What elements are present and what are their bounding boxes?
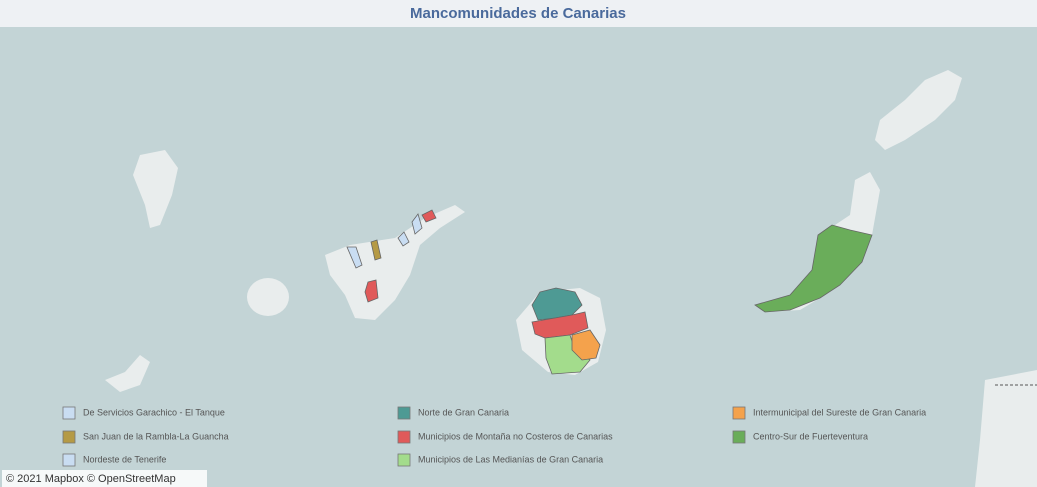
attribution-bg xyxy=(2,470,207,487)
region xyxy=(364,279,379,303)
tenerife xyxy=(325,205,465,320)
legend-swatch xyxy=(732,406,746,420)
region xyxy=(571,329,601,361)
lanzarote xyxy=(875,70,962,150)
legend-swatch xyxy=(397,453,411,467)
legend-label: San Juan de la Rambla-La Guancha xyxy=(83,431,229,441)
legend-label: Centro-Sur de Fuerteventura xyxy=(753,431,868,441)
legend-swatch xyxy=(397,406,411,420)
region xyxy=(754,224,873,313)
africa-coast xyxy=(975,370,1037,487)
regions xyxy=(346,209,873,375)
legend: De Servicios Garachico - El Tanque San Ju… xyxy=(62,406,926,467)
title-bar xyxy=(0,0,1037,27)
region xyxy=(544,334,591,375)
legend-label: Norte de Gran Canaria xyxy=(418,407,509,417)
la-palma xyxy=(133,150,178,228)
region xyxy=(370,239,382,261)
legend-label: De Servicios Garachico - El Tanque xyxy=(83,407,225,417)
legend-swatch xyxy=(732,430,746,444)
region xyxy=(421,209,437,223)
region xyxy=(397,231,410,247)
map-title: Mancomunidades de Canarias xyxy=(410,5,626,22)
legend-label: Nordeste de Tenerife xyxy=(83,454,166,464)
legend-swatch xyxy=(62,430,76,444)
legend-swatch xyxy=(397,430,411,444)
la-gomera xyxy=(247,278,289,316)
legend-label: Intermunicipal del Sureste de Gran Canar… xyxy=(753,407,926,417)
legend-swatch xyxy=(62,406,76,420)
attribution: © 2021 Mapbox © OpenStreetMap xyxy=(6,473,176,485)
region xyxy=(346,246,363,269)
legend-label: Municipios de Montaña no Costeros de Can… xyxy=(418,431,613,441)
el-hierro xyxy=(105,355,150,392)
region xyxy=(411,213,423,235)
region xyxy=(531,311,589,339)
legend-swatch xyxy=(62,453,76,467)
legend-label: Municipios de Las Medianías de Gran Cana… xyxy=(418,454,603,464)
